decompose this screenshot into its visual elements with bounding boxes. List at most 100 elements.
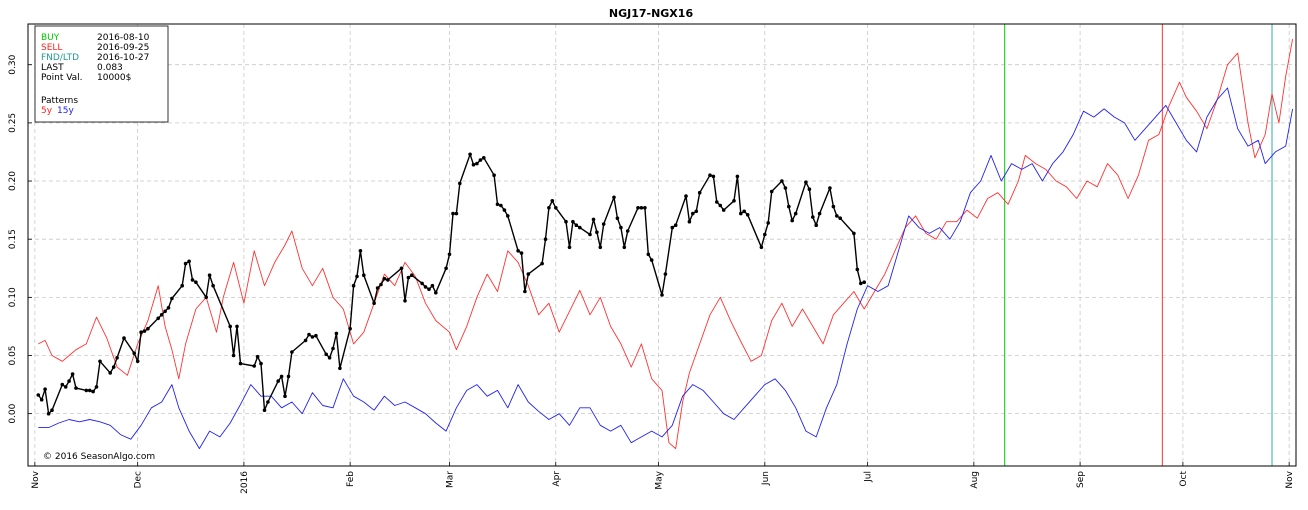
legend-sell-value: 2016-09-25 [97,43,149,53]
series-point [506,214,510,218]
series-point [571,219,575,224]
series-point [406,275,411,280]
series-point [70,372,75,376]
x-tick-label: Apr [552,471,562,487]
x-tick-label: Feb [346,471,356,487]
legend: BUY 2016-08-10 SELL 2016-09-25 FND/LTD 2… [34,25,169,123]
legend-fnd-key: FND/LTD [41,53,79,63]
series-point [828,186,832,190]
series-point [588,232,592,237]
series-point [46,411,51,416]
series-point [310,335,315,339]
grid-layer [28,24,1296,466]
legend-sell-key: SELL [41,43,62,53]
series-point [180,283,184,288]
series-point [759,245,764,250]
legend-patterns-label: Patterns [41,96,78,106]
series-point [423,285,428,289]
x-tick-label: May [655,470,665,489]
x-tick-label: Dec [134,471,144,488]
series-point [708,173,712,177]
series-point [807,187,812,191]
series-point [235,324,239,329]
series-point [63,385,68,389]
series-point [39,397,44,402]
series-point [290,350,294,354]
series-point [649,258,654,262]
series-point [276,379,281,383]
legend-pointval-value: 10000$ [97,73,131,83]
series-point [447,252,452,257]
series-point [636,206,640,210]
series-point [108,371,112,375]
series-point [814,223,818,227]
series-point [543,237,548,241]
series-point [804,180,808,184]
vertical-markers [1004,24,1273,466]
series-point [454,211,459,216]
series-point [135,359,140,364]
series-point [91,389,95,394]
series-point [190,278,195,282]
series-point [362,273,366,278]
series-point [50,408,54,413]
series-point [831,204,836,209]
legend-pattern-15y: 15y [57,106,74,116]
series-point [207,273,212,278]
series-point [475,161,479,166]
series-point [540,261,544,266]
series-point [523,289,527,294]
series-point [420,281,424,286]
legend-fnd-value: 2016-10-27 [97,53,149,63]
series-point [574,223,579,227]
series-point [721,208,726,212]
series-point [811,215,815,219]
series-point [735,174,740,179]
series-point [564,219,568,224]
y-tick-label: 0.05 [8,345,18,365]
y-tick-label: 0.15 [8,229,18,249]
series-point [852,231,856,236]
series-line-0 [38,39,1294,450]
axis-layer: 0.00 0.05 0.10 0.15 0.20 0.25 0.30 Nov Dec 2016 Fe… [8,54,1295,493]
series-point [87,388,92,393]
series-point [159,313,164,317]
series-point [660,293,664,297]
series-point [663,272,668,276]
series-point [625,229,630,233]
series-point [262,408,267,413]
series-point [601,222,606,226]
series-point [673,223,678,227]
series-point [386,278,390,282]
series-layer [36,39,1294,450]
series-point [98,359,102,364]
x-tick-label: 2016 [240,471,250,494]
series-point [694,209,699,214]
series-point [787,204,791,209]
series-point [74,386,78,390]
series-point [43,387,47,392]
series-point [259,361,263,366]
series-point [567,245,572,250]
series-point [146,326,150,331]
x-tick-label: Jul [864,471,874,483]
series-point [279,374,284,379]
series-point [697,190,702,195]
series-point [495,202,500,207]
series-point [711,174,716,179]
y-tick-label: 0.30 [8,54,18,74]
series-point [468,152,472,157]
series-point [444,266,448,271]
series-point [187,259,191,264]
series-point [643,206,647,210]
series-point [499,203,503,208]
series-point [410,273,414,278]
series-point [471,162,476,167]
series-point [769,189,774,194]
series-point [817,211,822,216]
series-point [231,353,236,358]
series-point [478,158,483,162]
y-tick-label: 0.10 [8,287,18,307]
series-point [578,225,582,230]
series-point [266,400,270,404]
